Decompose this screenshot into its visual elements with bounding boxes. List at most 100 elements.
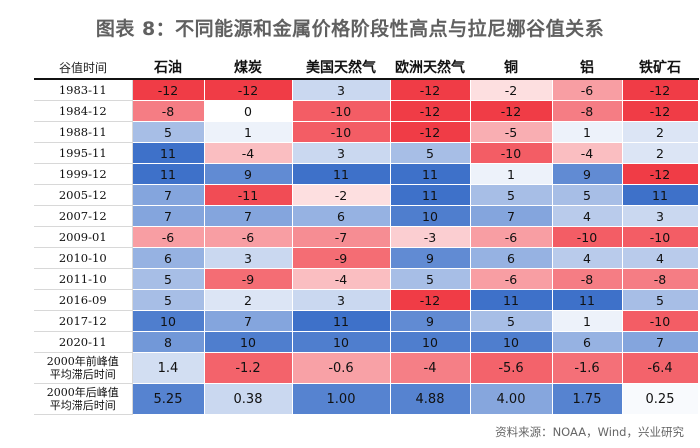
- heatmap-cell: 1: [552, 310, 623, 332]
- table-row: 2016-09 5 2 3 -12 11 11 5: [34, 289, 699, 311]
- heatmap-cell: 1: [552, 121, 623, 143]
- row-label: 2005-12: [34, 184, 133, 206]
- heatmap-cell: 2: [204, 289, 293, 311]
- table-row: 2020-11 8 10 10 10 10 6 7: [34, 331, 699, 353]
- heatmap-cell: 5: [132, 268, 205, 290]
- heatmap-cell: 9: [552, 163, 623, 185]
- heatmap-cell: 10: [132, 310, 205, 332]
- row-label: 2016-09: [34, 289, 133, 311]
- heatmap-cell: 10: [204, 331, 293, 353]
- table-body: 1983-11 -12 -12 3 -12 -2 -6 -12 1984-12 -8 0 -10 -12…: [34, 79, 699, 415]
- heatmap-cell: -5: [470, 121, 553, 143]
- heatmap-cell: 6: [292, 205, 391, 227]
- heatmap-cell: -6: [132, 226, 205, 248]
- heatmap-cell: -2: [470, 79, 553, 101]
- row-label: 2000年后峰值 平均滞后时间: [34, 383, 133, 415]
- heatmap-cell: 1: [204, 121, 293, 143]
- row-label: 2000年前峰值 平均滞后时间: [34, 352, 133, 384]
- row-label: 2011-10: [34, 268, 133, 290]
- heatmap-cell: 10: [390, 331, 471, 353]
- heatmap-cell: -4: [204, 142, 293, 164]
- heatmap-cell: -10: [292, 100, 391, 122]
- heatmap-table: 谷值时间 石油 煤炭 美国天然气 欧洲天然气铜铝铁矿石 1983-11 -12 -12 3 -1…: [34, 56, 699, 415]
- heatmap-cell: 4.00: [470, 383, 553, 415]
- heatmap-cell: 5.25: [132, 383, 205, 415]
- heatmap-cell: 5: [390, 268, 471, 290]
- heatmap-cell: 1.00: [292, 383, 391, 415]
- summary-row: 2000年前峰值 平均滞后时间 1.4 -1.2 -0.6 -4 -5.6 -1.6 -6.4: [34, 352, 699, 384]
- heatmap-cell: 5: [390, 142, 471, 164]
- heatmap-cell: 5: [552, 184, 623, 206]
- column-header: 铜: [470, 56, 552, 80]
- heatmap-cell: -6: [552, 79, 623, 101]
- heatmap-cell: 11: [292, 310, 391, 332]
- heatmap-cell: 10: [292, 331, 391, 353]
- heatmap-cell: 5: [132, 121, 205, 143]
- heatmap-cell: 0.25: [622, 383, 699, 415]
- heatmap-cell: 5: [622, 289, 699, 311]
- heatmap-cell: -12: [390, 289, 471, 311]
- heatmap-cell: -8: [622, 268, 699, 290]
- heatmap-cell: -8: [552, 268, 623, 290]
- heatmap-cell: 5: [132, 289, 205, 311]
- heatmap-cell: 11: [470, 289, 553, 311]
- heatmap-cell: 4: [622, 247, 699, 269]
- heatmap-cell: -8: [552, 100, 623, 122]
- heatmap-cell: 11: [390, 184, 471, 206]
- heatmap-cell: -10: [470, 142, 553, 164]
- heatmap-cell: 1.75: [552, 383, 623, 415]
- heatmap-cell: -1.2: [204, 352, 293, 384]
- heatmap-cell: 3: [292, 79, 391, 101]
- heatmap-cell: 2: [622, 142, 699, 164]
- heatmap-cell: 5: [470, 184, 553, 206]
- table-row: 2005-12 7 -11 -2 11 5 5 11: [34, 184, 699, 206]
- heatmap-cell: 11: [622, 184, 699, 206]
- table-row: 2011-10 5 -9 -4 5 -6 -8 -8: [34, 268, 699, 290]
- heatmap-cell: 3: [204, 247, 293, 269]
- heatmap-cell: 5: [470, 310, 553, 332]
- heatmap-cell: 4: [552, 247, 623, 269]
- heatmap-cell: 1.4: [132, 352, 205, 384]
- heatmap-cell: -9: [204, 268, 293, 290]
- heatmap-cell: 2: [622, 121, 699, 143]
- heatmap-cell: -8: [132, 100, 205, 122]
- heatmap-cell: 4.88: [390, 383, 471, 415]
- heatmap-cell: 7: [204, 310, 293, 332]
- heatmap-cell: 6: [132, 247, 205, 269]
- heatmap-cell: -4: [390, 352, 471, 384]
- row-label: 2010-10: [34, 247, 133, 269]
- row-label: 1984-12: [34, 100, 133, 122]
- heatmap-cell: -10: [622, 310, 699, 332]
- column-header: 石油: [132, 56, 204, 80]
- column-header: 煤炭: [204, 56, 292, 80]
- row-label: 1983-11: [34, 79, 133, 101]
- heatmap-cell: -6: [204, 226, 293, 248]
- heatmap-cell: 3: [292, 289, 391, 311]
- heatmap-cell: -12: [390, 100, 471, 122]
- heatmap-cell: 11: [132, 163, 205, 185]
- heatmap-cell: -2: [292, 184, 391, 206]
- heatmap-cell: 11: [390, 163, 471, 185]
- heatmap-cell: -4: [292, 268, 391, 290]
- heatmap-cell: -4: [552, 142, 623, 164]
- heatmap-cell: 10: [470, 331, 553, 353]
- heatmap-cell: 4: [552, 205, 623, 227]
- heatmap-cell: -10: [292, 121, 391, 143]
- heatmap-cell: 9: [390, 247, 471, 269]
- heatmap-cell: -0.6: [292, 352, 391, 384]
- table-row: 1999-12 11 9 11 11 1 9 -12: [34, 163, 699, 185]
- heatmap-cell: 3: [622, 205, 699, 227]
- heatmap-cell: -10: [622, 226, 699, 248]
- heatmap-cell: 6: [470, 247, 553, 269]
- heatmap-cell: 0: [204, 100, 293, 122]
- heatmap-cell: -12: [622, 163, 699, 185]
- heatmap-cell: 1: [470, 163, 553, 185]
- header-row: 谷值时间 石油 煤炭 美国天然气 欧洲天然气铜铝铁矿石: [34, 56, 698, 80]
- heatmap-cell: 0.38: [204, 383, 293, 415]
- chart-title: 图表 8：不同能源和金属价格阶段性高点与拉尼娜谷值关系: [95, 18, 605, 40]
- row-label: 2017-12: [34, 310, 133, 332]
- row-label: 2007-12: [34, 205, 133, 227]
- heatmap-cell: 7: [204, 205, 293, 227]
- heatmap-cell: 9: [390, 310, 471, 332]
- table-row: 1984-12 -8 0 -10 -12 -12 -8 -12: [34, 100, 699, 122]
